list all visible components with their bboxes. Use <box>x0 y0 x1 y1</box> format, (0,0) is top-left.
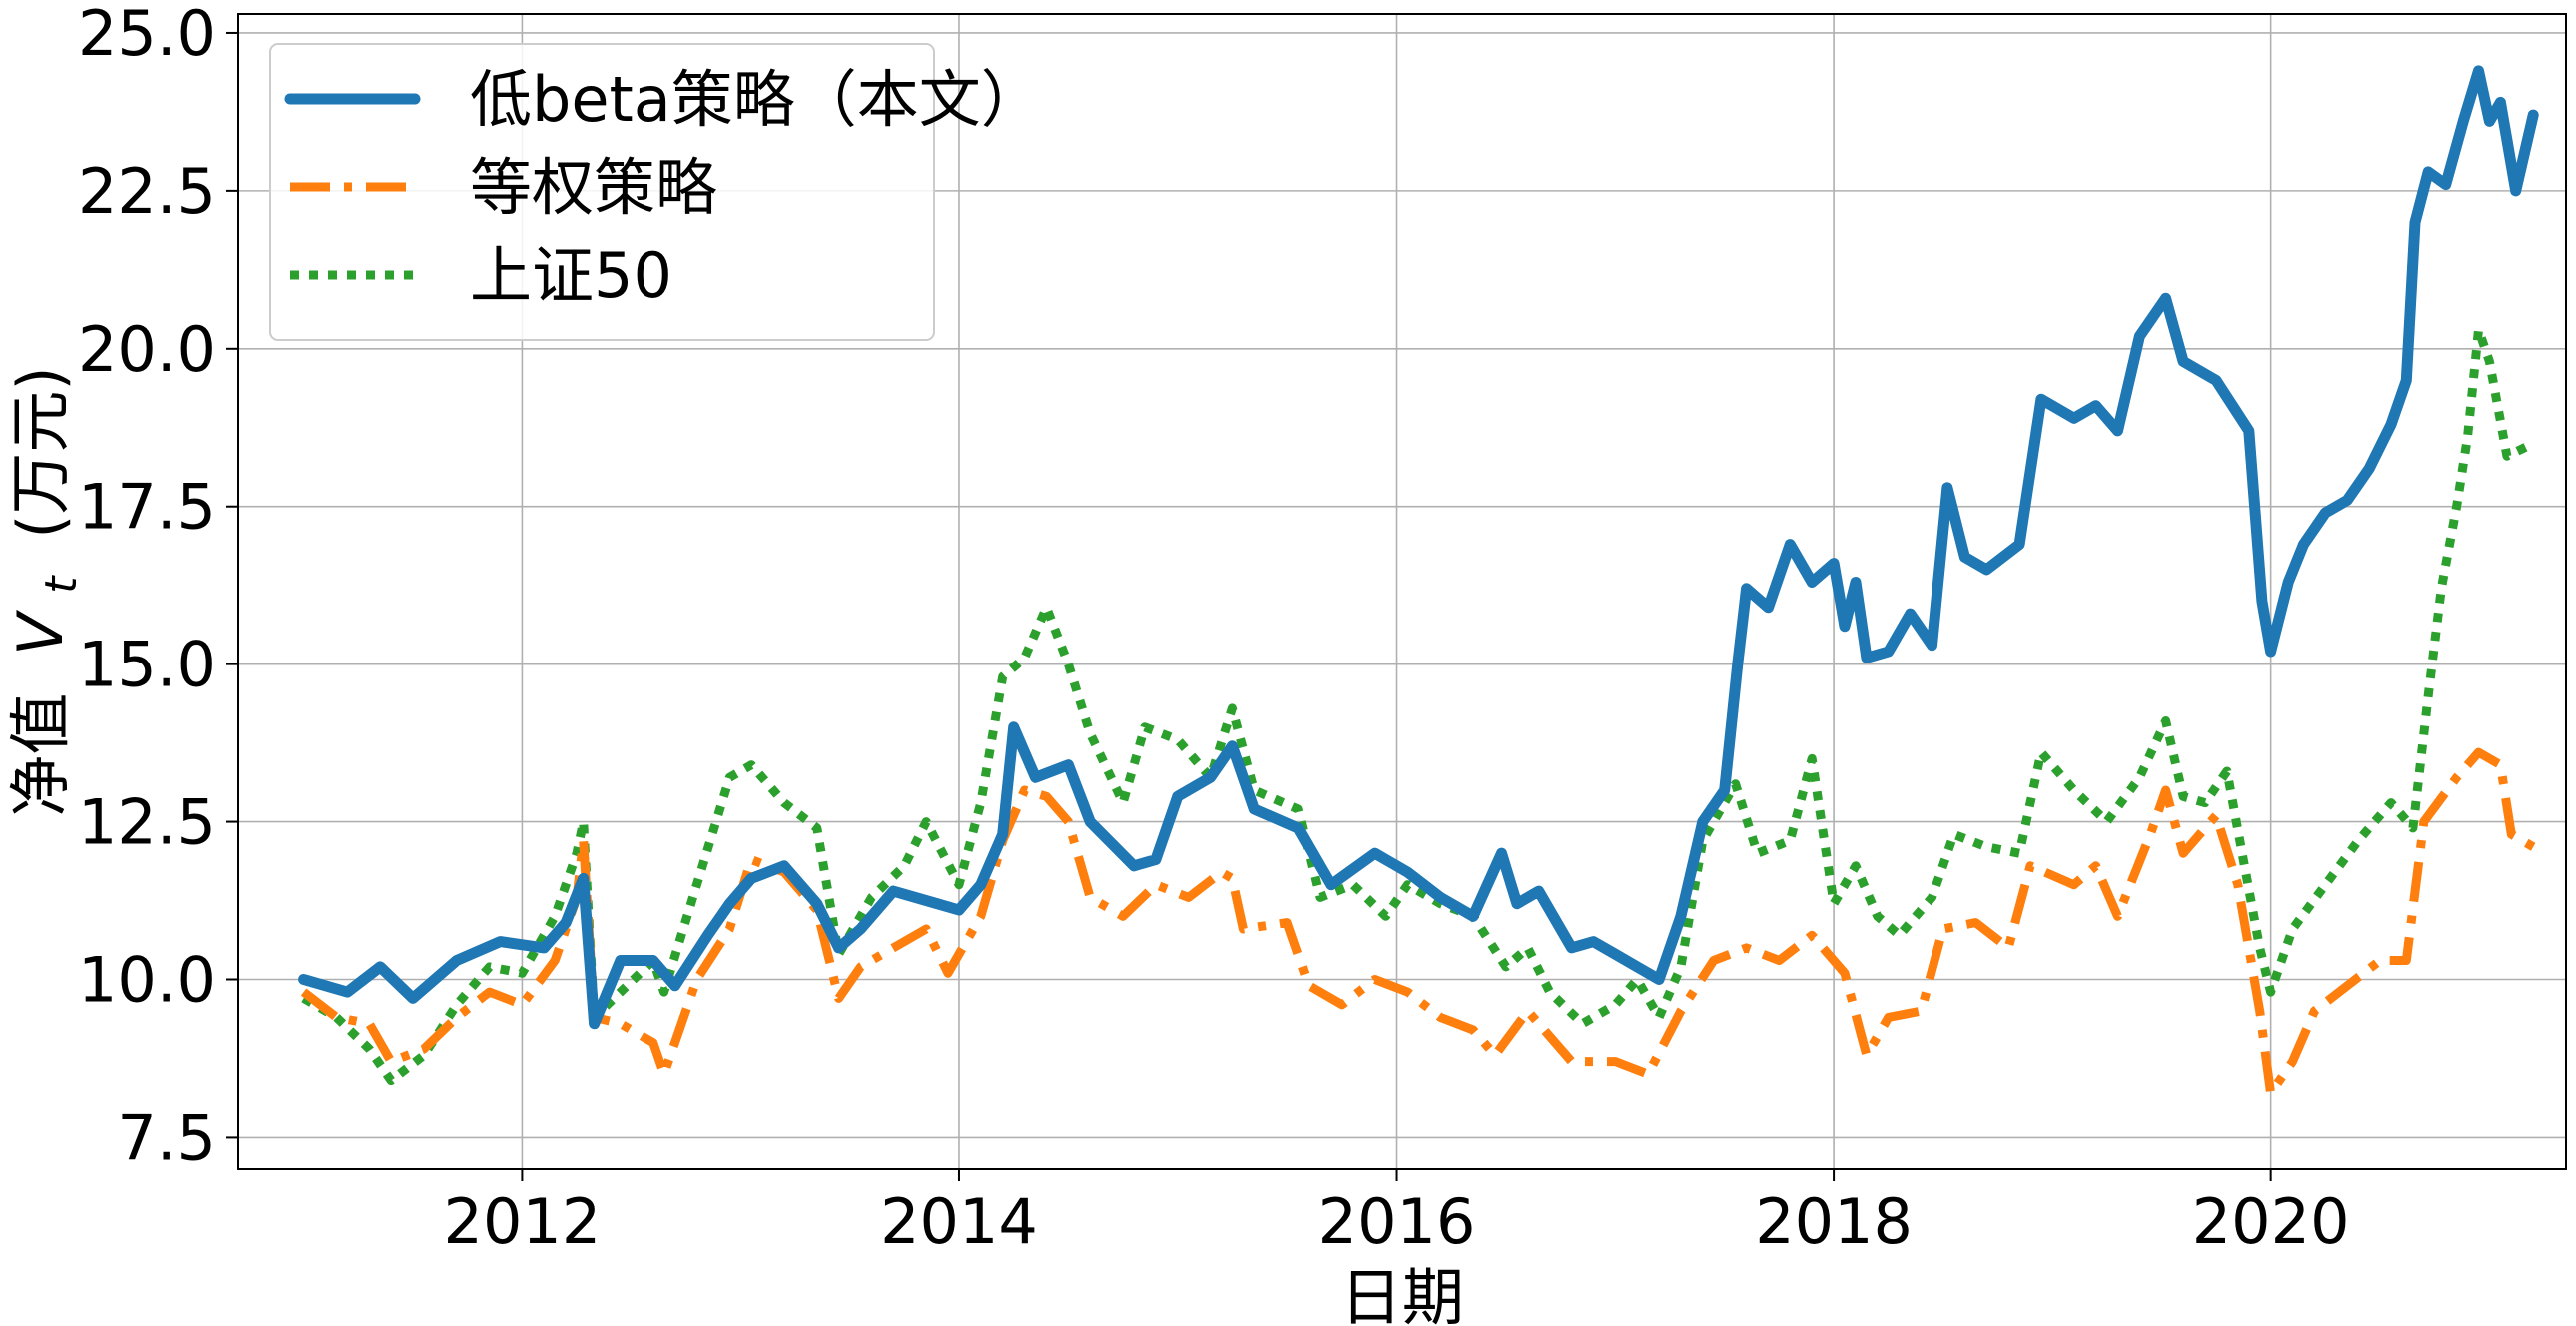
axis-ticks: 2012 2014 2016 2018 2020 7.5 10.0 12.5 15.0 17.5 2… <box>78 0 2350 1258</box>
y-axis-label-sub: t <box>36 575 87 594</box>
series-lines <box>298 65 2539 1098</box>
y-tick-label: 7.5 <box>117 1101 216 1174</box>
x-tick-label: 2016 <box>1318 1185 1476 1258</box>
legend-label: 低beta策略（本文） <box>470 63 1043 136</box>
legend-item: 上证50 <box>290 239 672 312</box>
y-tick-label: 10.0 <box>78 943 216 1016</box>
y-tick-label: 17.5 <box>78 471 216 544</box>
x-tick-label: 2018 <box>1755 1185 1913 1258</box>
x-tick-label: 2020 <box>2192 1185 2350 1258</box>
y-tick-label: 15.0 <box>78 629 216 701</box>
series-line-1 <box>300 747 2536 1098</box>
legend-item: 低beta策略（本文） <box>284 63 1043 136</box>
y-axis-label-math: V <box>4 609 77 656</box>
x-axis-label: 日期 <box>1340 1261 1464 1326</box>
series-line-0 <box>298 65 2539 1030</box>
series-line-2 <box>301 325 2536 1086</box>
y-axis-label-unit: (万元) <box>4 366 77 538</box>
y-tick-label: 25.0 <box>78 0 216 70</box>
y-tick-label: 22.5 <box>78 155 216 228</box>
x-tick-label: 2014 <box>880 1185 1038 1258</box>
y-axis-label-prefix: 净值 <box>4 693 77 817</box>
plot-frame <box>237 13 2567 1170</box>
legend-label: 上证50 <box>470 239 672 312</box>
y-axis-label: 净值 V t (万元) <box>4 366 91 816</box>
legend-label: 等权策略 <box>470 151 717 224</box>
x-tick-label: 2012 <box>444 1185 602 1258</box>
legend-item: 等权策略 <box>290 151 717 224</box>
y-tick-label: 20.0 <box>78 313 216 386</box>
legend-box <box>269 43 935 341</box>
y-tick-label: 12.5 <box>78 786 216 859</box>
